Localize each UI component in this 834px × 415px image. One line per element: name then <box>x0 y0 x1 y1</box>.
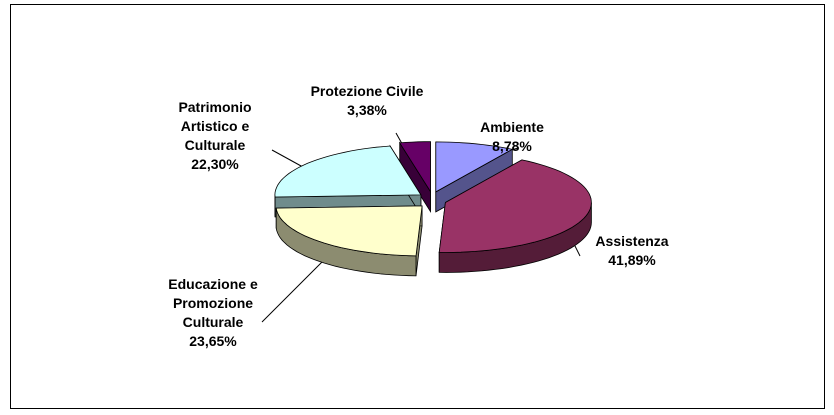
slice <box>399 141 431 193</box>
value-label: 23,65% <box>189 333 237 349</box>
slice <box>435 141 514 193</box>
value-label: 8,78% <box>492 138 532 154</box>
slice <box>274 145 422 198</box>
category-label: Protezione Civile <box>310 83 424 99</box>
slice-label: Assistenza 41,89% <box>580 232 684 270</box>
category-label: Ambiente <box>480 119 544 135</box>
slice <box>438 159 592 253</box>
slices <box>274 141 592 277</box>
slice-label: Ambiente 8,78% <box>462 118 562 156</box>
value-label: 3,38% <box>347 102 387 118</box>
value-label: 41,89% <box>608 252 656 268</box>
slice-label: Protezione Civile 3,38% <box>302 82 432 120</box>
leader-line <box>261 261 323 323</box>
category-label: Educazione e Promozione Culturale <box>168 276 258 330</box>
value-label: 22,30% <box>191 156 239 172</box>
slice <box>275 205 423 257</box>
category-label: Patrimonio Artistico e Culturale <box>178 99 252 153</box>
category-label: Assistenza <box>595 233 669 249</box>
slice-label: Patrimonio Artistico e Culturale 22,30% <box>160 98 270 174</box>
slice-label: Educazione e Promozione Culturale 23,65% <box>148 275 278 351</box>
chart-frame <box>10 4 825 409</box>
